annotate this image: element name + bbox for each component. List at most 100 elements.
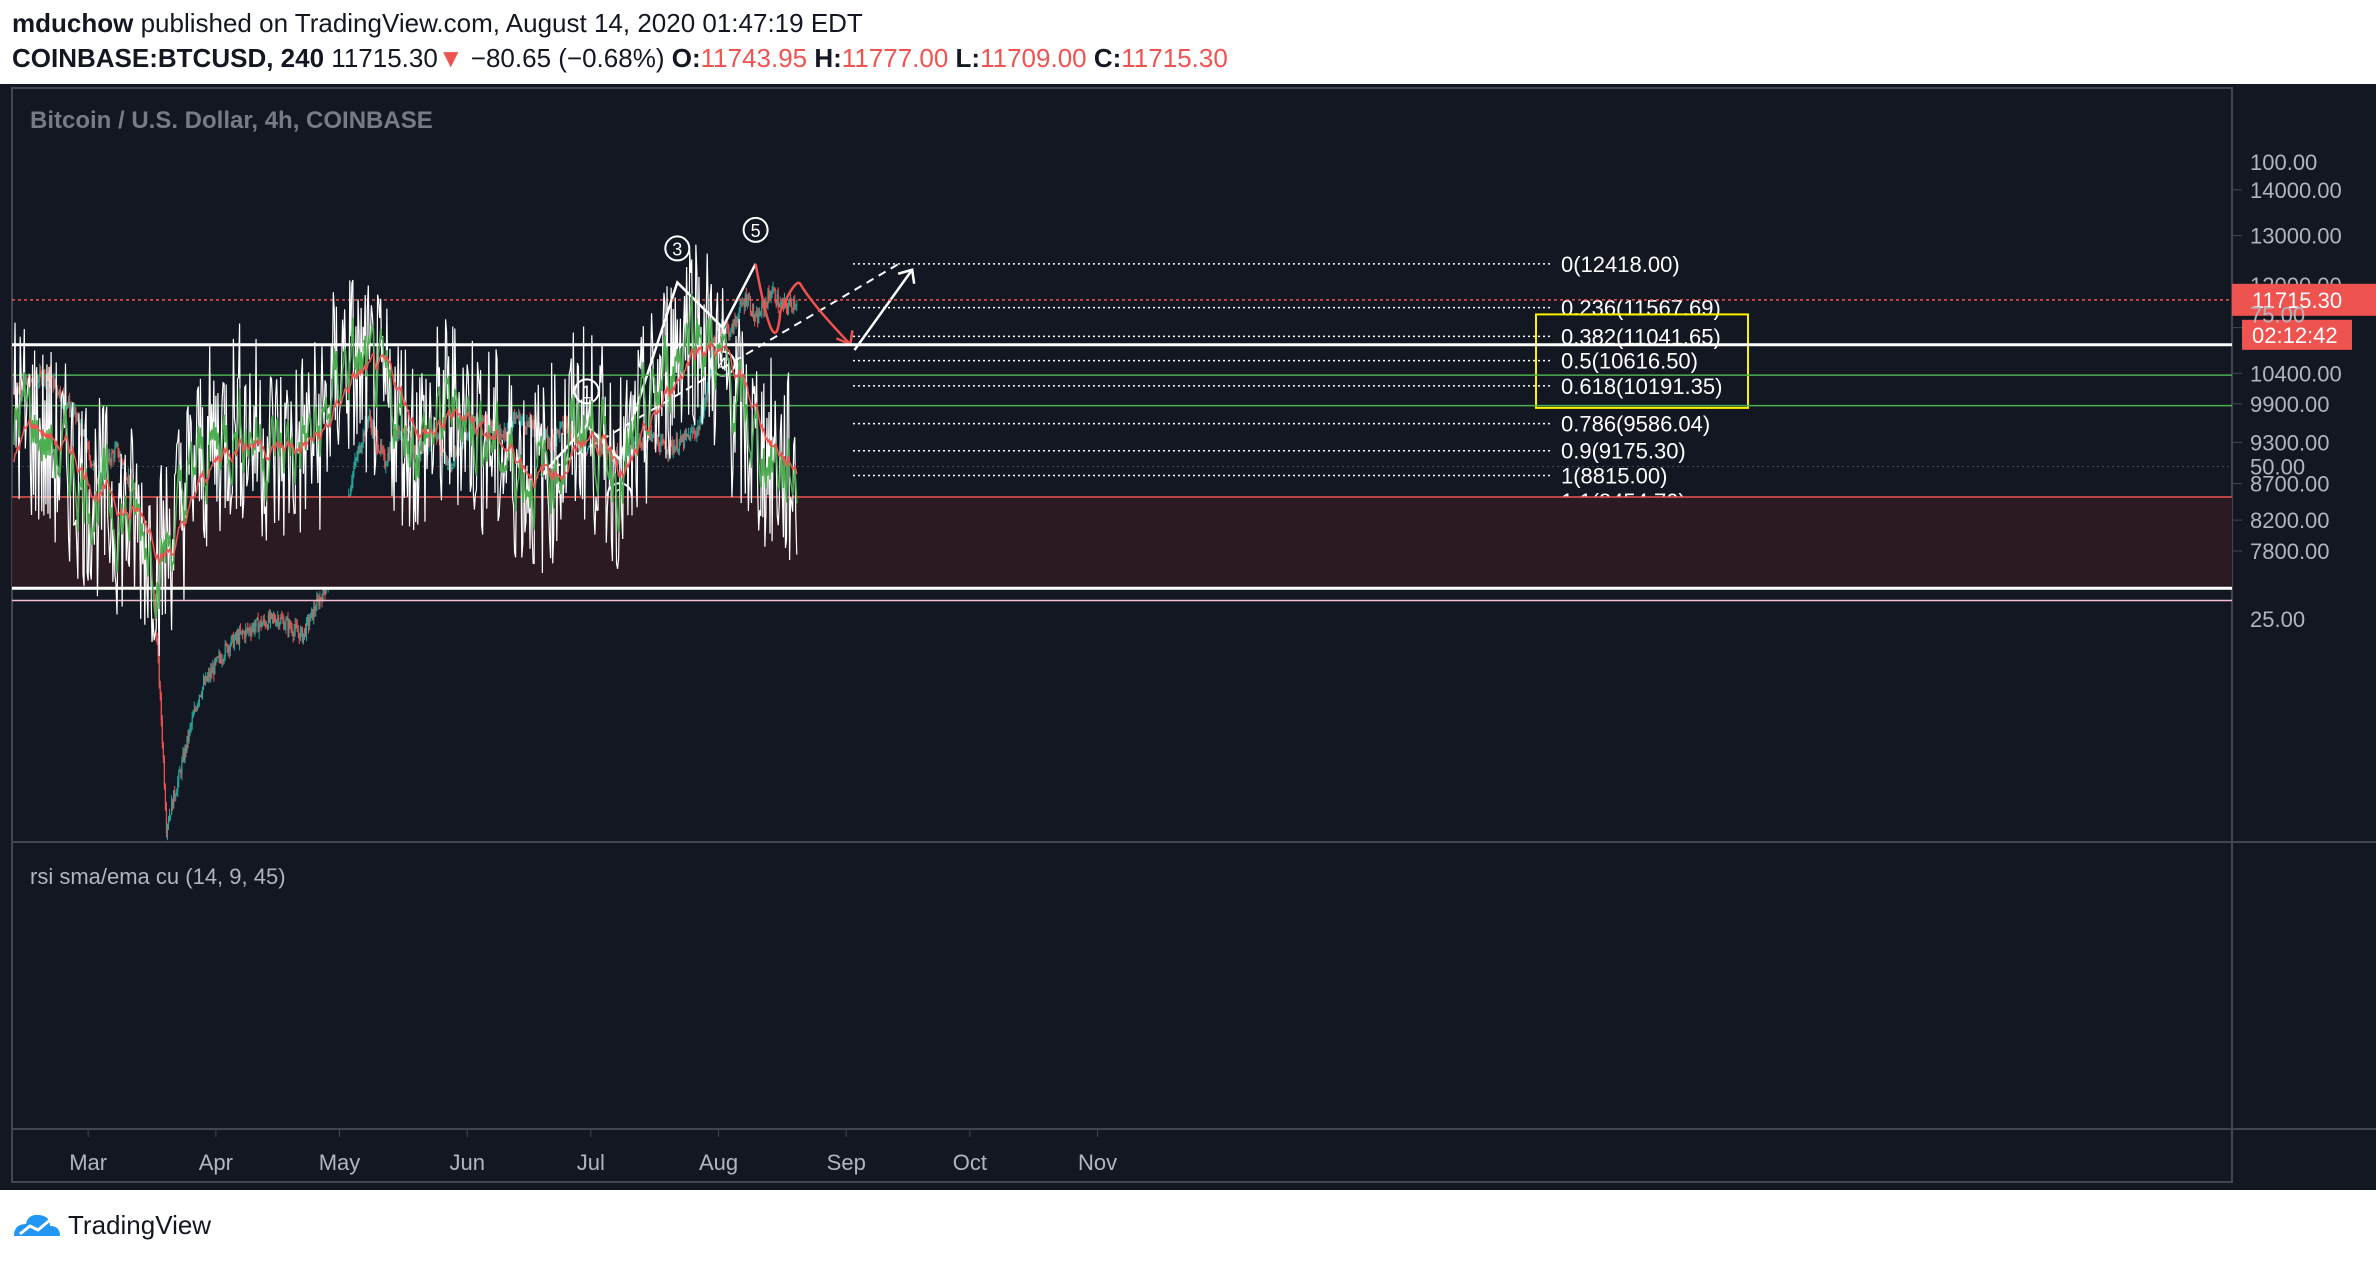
candle-body	[773, 288, 775, 290]
candle-body	[671, 442, 673, 452]
candle-body	[747, 297, 749, 302]
current-price-badge-label: 11715.30	[2252, 288, 2342, 313]
high-value: 11777.00	[841, 43, 949, 73]
candle-body	[363, 432, 365, 437]
candle-body	[18, 386, 20, 393]
candle-body	[696, 430, 698, 437]
candle-body	[648, 430, 651, 437]
candle-body	[673, 446, 675, 453]
candle-body	[766, 303, 768, 307]
candle-body	[214, 659, 216, 675]
candle-body	[770, 295, 772, 300]
candle-body	[692, 430, 694, 433]
candle-body	[25, 378, 27, 384]
candle-body	[291, 628, 293, 634]
candle-body	[113, 452, 115, 459]
countdown-badge-label: 02:12:42	[2252, 323, 2338, 348]
candle-body	[760, 314, 762, 316]
candle-body	[51, 375, 53, 377]
candle-body	[351, 481, 353, 488]
candle-body	[177, 780, 179, 792]
candle-body	[689, 435, 691, 441]
candle-body	[565, 421, 567, 423]
price-chart[interactable]: Bitcoin / U.S. Dollar, 4h, COINBASE 1400…	[0, 84, 2376, 1190]
candle-body	[233, 639, 236, 648]
candle-body	[188, 730, 190, 741]
candle-body	[790, 299, 792, 303]
candle-body	[694, 430, 696, 435]
time-tick-label: Jun	[449, 1150, 484, 1175]
fib-highlight-box[interactable]	[1535, 313, 1749, 409]
rsi-label: rsi sma/ema cu (14, 9, 45)	[30, 864, 286, 889]
candle-body	[386, 463, 388, 466]
candle-body	[40, 370, 42, 374]
price-tick-label: 7800.00	[2250, 539, 2330, 564]
candle-body	[266, 625, 268, 629]
candle-body	[511, 421, 514, 425]
rsi-pane[interactable]: 100.00 75.00 50.00 25.00	[12, 150, 2317, 657]
candle-body	[402, 429, 404, 433]
candle-body	[706, 389, 708, 401]
candle-body	[558, 430, 560, 437]
candle-body	[182, 753, 184, 761]
author-name[interactable]: mduchow	[12, 8, 134, 38]
candle-body	[769, 295, 771, 300]
candle-body	[574, 440, 576, 445]
rsi-line	[13, 244, 798, 657]
candle-body	[202, 680, 205, 688]
candle-body	[453, 463, 455, 467]
candle-body	[588, 446, 590, 448]
candle-body	[729, 334, 731, 337]
candle-body	[305, 619, 308, 636]
candle-body	[242, 631, 244, 634]
candle-body	[280, 617, 282, 624]
candle-body	[607, 447, 609, 454]
candle-body	[381, 443, 383, 451]
candle-body	[771, 292, 773, 296]
candle-body	[298, 633, 300, 640]
candle-body	[387, 453, 389, 464]
time-axis[interactable]: Mar Apr May Jun Jul Aug Sep Oct Nov	[69, 1129, 1117, 1175]
candle-body	[793, 301, 795, 310]
symbol-label[interactable]: COINBASE:BTCUSD, 240	[12, 43, 325, 73]
candle-body	[728, 326, 730, 337]
candle-body	[657, 439, 659, 444]
candle-body	[683, 432, 686, 447]
candle-body	[522, 416, 524, 419]
candle-body	[350, 487, 352, 496]
candle-body	[429, 433, 431, 445]
candle-body	[606, 448, 608, 454]
candle-body	[792, 307, 794, 310]
tradingview-logo-icon[interactable]	[12, 1208, 62, 1240]
candle-body	[320, 597, 322, 599]
candle-body	[713, 338, 715, 340]
candle-body	[58, 389, 60, 396]
candle-body	[187, 735, 189, 741]
candle-body	[560, 422, 562, 426]
candle-body	[368, 415, 370, 417]
candle-body	[450, 464, 452, 471]
candle-body	[672, 446, 674, 452]
candle-body	[225, 643, 227, 645]
candle-body	[215, 659, 217, 661]
candle-body	[440, 439, 443, 449]
candle-body	[263, 619, 265, 622]
candle-body	[354, 459, 356, 468]
candle-body	[126, 479, 128, 481]
candle-body	[288, 621, 290, 632]
candle-body	[705, 397, 707, 401]
candle-body	[293, 630, 295, 637]
candle-body	[77, 418, 79, 420]
candle-body	[317, 598, 319, 600]
candle-body	[282, 618, 284, 620]
candle-body	[56, 387, 58, 393]
candle-body	[726, 323, 728, 325]
candle-body	[248, 628, 250, 631]
candle-body	[688, 435, 690, 437]
candle-body	[490, 425, 492, 431]
candle-body	[210, 669, 212, 678]
candle-body	[484, 419, 486, 425]
candle-body	[743, 303, 745, 308]
tradingview-brand[interactable]: TradingView	[68, 1210, 212, 1240]
candle-body	[570, 436, 572, 438]
